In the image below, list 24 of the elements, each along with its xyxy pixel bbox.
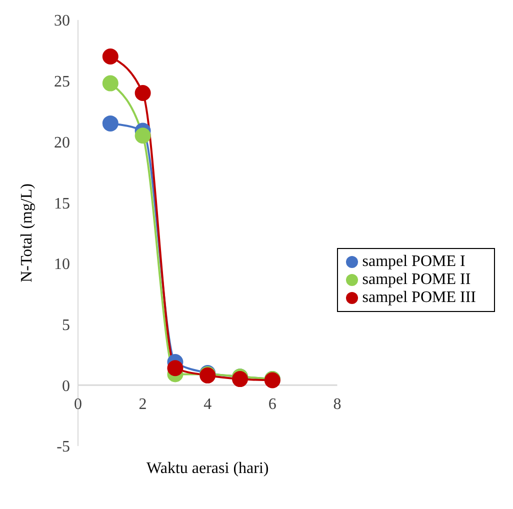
x-tick-label: 6 <box>268 396 276 414</box>
x-axis-title: Waktu aerasi (hari) <box>146 460 269 477</box>
legend-label: sampel POME III <box>362 289 476 306</box>
y-tick-label: -5 <box>56 438 70 456</box>
y-axis-title: N-Total (mg/L) <box>18 184 36 282</box>
point <box>102 115 118 132</box>
y-tick-label: 15 <box>54 195 70 212</box>
legend-label: sampel POME II <box>362 271 471 288</box>
y-tick-label: 25 <box>54 74 70 91</box>
y-tick-label: 30 <box>54 12 70 30</box>
point <box>102 75 118 92</box>
point <box>134 128 151 144</box>
point <box>134 85 151 102</box>
point <box>102 48 118 65</box>
x-tick-label: 2 <box>138 396 147 414</box>
legend-label: sampel POME I <box>362 253 466 270</box>
x-tick-label: 4 <box>204 396 212 414</box>
point <box>167 360 184 376</box>
x-tick-label: 8 <box>333 396 342 414</box>
x-tick-label: 0 <box>74 396 82 414</box>
y-tick-label: 10 <box>54 256 70 274</box>
y-tick-label: 0 <box>62 378 70 395</box>
y-tick-label: 20 <box>54 134 70 152</box>
y-tick-label: 5 <box>62 316 70 334</box>
